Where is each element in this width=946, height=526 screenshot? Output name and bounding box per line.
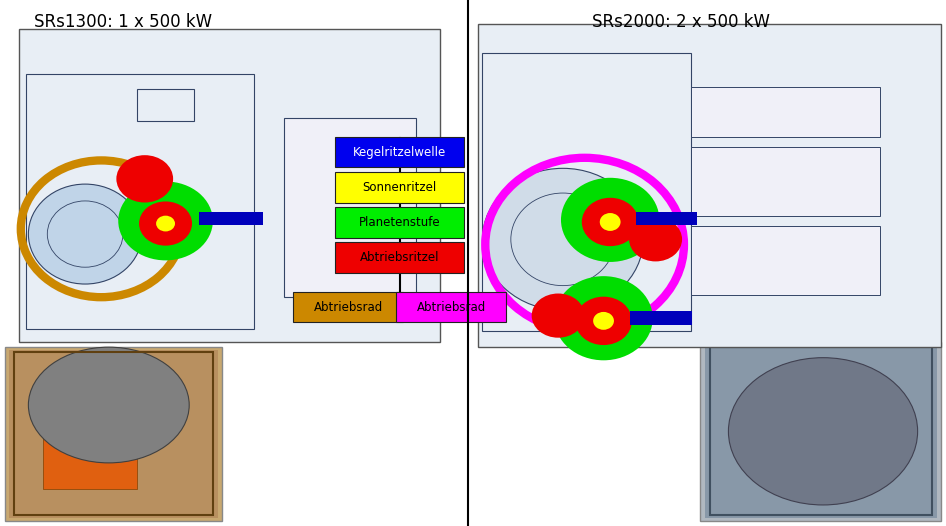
Ellipse shape bbox=[582, 198, 639, 246]
FancyBboxPatch shape bbox=[636, 212, 697, 225]
Text: Abtriebsrad: Abtriebsrad bbox=[416, 301, 486, 313]
Text: Sonnenritzel: Sonnenritzel bbox=[362, 181, 437, 194]
Ellipse shape bbox=[728, 358, 918, 505]
Ellipse shape bbox=[156, 216, 175, 231]
Text: SRs2000: 2 x 500 kW: SRs2000: 2 x 500 kW bbox=[592, 13, 770, 31]
Text: Planetenstufe: Planetenstufe bbox=[359, 216, 441, 229]
Ellipse shape bbox=[116, 155, 173, 203]
FancyBboxPatch shape bbox=[199, 212, 263, 225]
Text: Abtriebsrad: Abtriebsrad bbox=[313, 301, 383, 313]
Ellipse shape bbox=[561, 178, 659, 262]
Ellipse shape bbox=[532, 294, 585, 338]
FancyBboxPatch shape bbox=[700, 342, 941, 521]
FancyBboxPatch shape bbox=[691, 87, 880, 137]
FancyBboxPatch shape bbox=[19, 29, 440, 342]
Ellipse shape bbox=[28, 347, 189, 463]
FancyBboxPatch shape bbox=[630, 311, 692, 325]
FancyBboxPatch shape bbox=[705, 345, 937, 518]
Ellipse shape bbox=[575, 297, 632, 345]
FancyBboxPatch shape bbox=[335, 172, 464, 203]
FancyBboxPatch shape bbox=[9, 350, 218, 518]
Ellipse shape bbox=[482, 168, 643, 310]
FancyBboxPatch shape bbox=[335, 242, 464, 273]
FancyBboxPatch shape bbox=[691, 226, 880, 295]
Ellipse shape bbox=[600, 213, 621, 231]
FancyBboxPatch shape bbox=[478, 24, 941, 347]
Ellipse shape bbox=[554, 276, 653, 360]
Ellipse shape bbox=[118, 181, 213, 260]
FancyBboxPatch shape bbox=[293, 292, 403, 322]
FancyBboxPatch shape bbox=[43, 426, 137, 489]
FancyBboxPatch shape bbox=[691, 147, 880, 216]
FancyBboxPatch shape bbox=[5, 347, 222, 521]
Text: Abtriebsritzel: Abtriebsritzel bbox=[359, 251, 440, 264]
Text: Kegelritzelwelle: Kegelritzelwelle bbox=[353, 146, 447, 158]
Text: SRs1300: 1 x 500 kW: SRs1300: 1 x 500 kW bbox=[34, 13, 212, 31]
FancyBboxPatch shape bbox=[284, 118, 416, 297]
Ellipse shape bbox=[593, 312, 614, 330]
Ellipse shape bbox=[28, 184, 142, 284]
Ellipse shape bbox=[629, 217, 682, 261]
FancyBboxPatch shape bbox=[335, 207, 464, 238]
FancyBboxPatch shape bbox=[335, 137, 464, 167]
Ellipse shape bbox=[139, 201, 192, 246]
FancyBboxPatch shape bbox=[396, 292, 506, 322]
